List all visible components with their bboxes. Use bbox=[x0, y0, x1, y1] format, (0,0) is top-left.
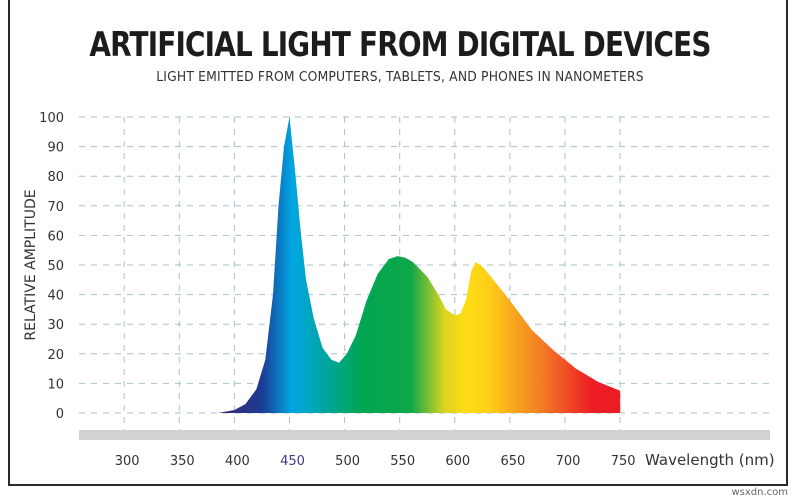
x-tick-label: 600 bbox=[445, 454, 470, 469]
x-tick-label: 500 bbox=[335, 454, 360, 469]
y-tick-label: 90 bbox=[47, 141, 64, 156]
y-ticks: 0 10 20 30 40 50 60 70 80 90 100 bbox=[39, 111, 64, 422]
x-axis-label: Wavelength (nm) bbox=[645, 451, 775, 469]
x-tick-label: 750 bbox=[611, 454, 636, 469]
y-tick-label: 50 bbox=[47, 259, 64, 274]
x-tick-label: 350 bbox=[170, 454, 195, 469]
x-tick-label: 550 bbox=[390, 454, 415, 469]
x-tick-label: 450 bbox=[280, 454, 305, 469]
chart-subtitle: LIGHT EMITTED FROM COMPUTERS, TABLETS, A… bbox=[156, 70, 644, 85]
chart-title: ARTIFICIAL LIGHT FROM DIGITAL DEVICES bbox=[89, 25, 711, 65]
y-tick-label: 20 bbox=[47, 348, 64, 363]
y-axis-label: RELATIVE AMPLITUDE bbox=[23, 189, 39, 340]
y-tick-label: 70 bbox=[47, 200, 64, 215]
x-tick-label: 650 bbox=[500, 454, 525, 469]
y-tick-label: 0 bbox=[56, 407, 64, 422]
x-tick-label: 700 bbox=[556, 454, 581, 469]
x-ticks: 300 350 400 450 500 550 600 650 700 750 bbox=[115, 454, 636, 469]
chart-frame bbox=[8, 0, 788, 486]
y-tick-label: 80 bbox=[47, 170, 64, 185]
y-tick-label: 30 bbox=[47, 318, 64, 333]
x-tick-label: 300 bbox=[115, 454, 140, 469]
baseline-bar bbox=[79, 430, 770, 440]
y-tick-label: 10 bbox=[47, 377, 64, 392]
spectrum-area bbox=[217, 117, 621, 413]
credit-watermark: wsxdn.com bbox=[731, 487, 788, 498]
y-tick-label: 60 bbox=[47, 229, 64, 244]
y-tick-label: 40 bbox=[47, 289, 64, 304]
x-tick-label: 400 bbox=[225, 454, 250, 469]
y-tick-label: 100 bbox=[39, 111, 64, 126]
